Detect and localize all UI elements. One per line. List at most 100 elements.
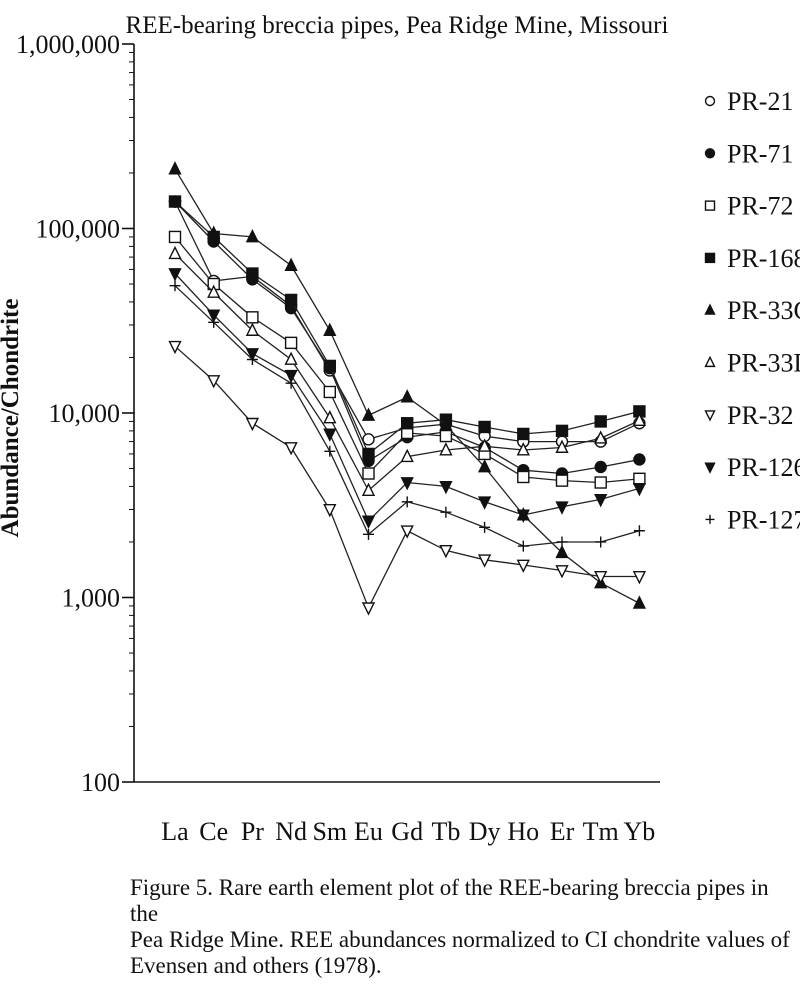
- series-line: [174, 345, 640, 610]
- data-point: [363, 528, 374, 540]
- series-pr-127: [169, 280, 645, 552]
- x-tick-label: Pr: [241, 817, 264, 846]
- data-point: [361, 602, 376, 616]
- data-point: [594, 476, 607, 489]
- chart-title: REE-bearing breccia pipes, Pea Ridge Min…: [126, 12, 669, 39]
- data-point: [555, 565, 569, 579]
- legend-label: PR-72: [727, 192, 793, 221]
- data-point: [440, 506, 452, 518]
- legend-label: PR-127: [727, 505, 800, 534]
- data-point: [284, 257, 298, 271]
- x-tick-label: Er: [550, 817, 575, 846]
- x-tick-label: Sm: [312, 817, 347, 846]
- legend-marker: [704, 95, 716, 107]
- legend-marker: [705, 514, 715, 524]
- legend-item: PR-72: [704, 192, 793, 221]
- data-point: [323, 359, 336, 373]
- series-pr-168: [168, 195, 646, 461]
- series-pr-33d: [168, 245, 647, 496]
- data-point: [439, 442, 453, 456]
- data-point: [168, 161, 182, 175]
- data-point: [594, 571, 608, 585]
- data-point: [555, 544, 569, 559]
- data-point: [168, 340, 182, 355]
- data-point: [516, 442, 530, 456]
- series-line: [174, 201, 640, 455]
- legend-marker: [704, 148, 716, 159]
- data-point: [477, 459, 492, 473]
- legend-label: PR-71: [727, 139, 793, 168]
- x-tick-label: Gd: [391, 817, 423, 846]
- x-tick-label: Ho: [507, 817, 539, 846]
- data-point: [361, 515, 376, 529]
- data-point: [477, 496, 492, 510]
- data-point: [284, 351, 298, 365]
- data-point: [633, 525, 645, 537]
- data-point: [207, 309, 221, 323]
- data-point: [168, 230, 182, 244]
- caption-line-3: Evensen and others (1978).: [130, 953, 382, 978]
- legend-marker: [704, 303, 716, 315]
- legend-marker: [704, 410, 716, 422]
- data-point: [207, 284, 221, 298]
- data-point: [516, 559, 530, 573]
- data-point: [479, 521, 491, 533]
- data-point: [284, 336, 298, 350]
- y-tick-label: 10,000: [49, 399, 121, 428]
- data-point: [246, 311, 259, 324]
- data-point: [439, 544, 453, 559]
- data-point: [400, 389, 414, 403]
- data-point: [245, 417, 260, 432]
- data-point: [362, 433, 375, 446]
- legend-label: PR-32: [727, 401, 793, 430]
- x-tick-label: Ce: [199, 817, 228, 846]
- data-point: [323, 428, 337, 442]
- legend-marker: [704, 355, 716, 368]
- data-point: [168, 268, 182, 282]
- data-point: [632, 595, 647, 609]
- caption-line-1: Figure 5. Rare earth element plot of the…: [130, 875, 769, 926]
- data-point: [246, 353, 258, 365]
- data-point: [207, 375, 221, 389]
- data-point: [594, 493, 608, 508]
- x-tick-label: Eu: [354, 817, 383, 846]
- y-tick-label: 1,000,000: [16, 30, 120, 59]
- series-layer: [168, 161, 647, 616]
- data-point: [556, 536, 568, 548]
- legend-marker: [704, 462, 716, 474]
- data-point: [517, 540, 529, 552]
- legend-label: PR-33D: [727, 349, 800, 378]
- x-tick-label: Yb: [624, 817, 656, 846]
- data-point: [323, 385, 336, 399]
- data-point: [555, 501, 569, 515]
- data-point: [168, 245, 182, 260]
- legend-item: PR-126: [704, 453, 800, 482]
- legend-item: PR-127: [705, 505, 800, 534]
- series-pr-72: [168, 230, 646, 489]
- data-point: [207, 225, 221, 239]
- legend-item: PR-168: [704, 244, 800, 273]
- legend-marker: [704, 200, 716, 211]
- data-point: [595, 536, 607, 548]
- data-point: [323, 504, 337, 518]
- legend-item: PR-33C: [704, 296, 800, 325]
- data-point: [477, 554, 492, 568]
- series-pr-33c: [168, 161, 647, 609]
- data-point: [401, 417, 414, 430]
- series-pr-21: [168, 195, 646, 448]
- data-point: [324, 445, 336, 457]
- data-point: [632, 412, 647, 427]
- y-tick-label: 100: [81, 768, 120, 797]
- legend-label: PR-126: [727, 453, 800, 482]
- data-point: [323, 322, 337, 336]
- data-point: [361, 482, 376, 496]
- y-tick-label: 100,000: [36, 215, 121, 244]
- x-tick-label: Nd: [275, 817, 307, 846]
- data-point: [594, 460, 607, 474]
- x-tick-label: Tm: [583, 817, 619, 846]
- data-point: [477, 438, 492, 452]
- data-point: [245, 229, 260, 243]
- data-point: [245, 322, 260, 336]
- legend-item: PR-71: [704, 139, 793, 168]
- data-point: [400, 525, 414, 539]
